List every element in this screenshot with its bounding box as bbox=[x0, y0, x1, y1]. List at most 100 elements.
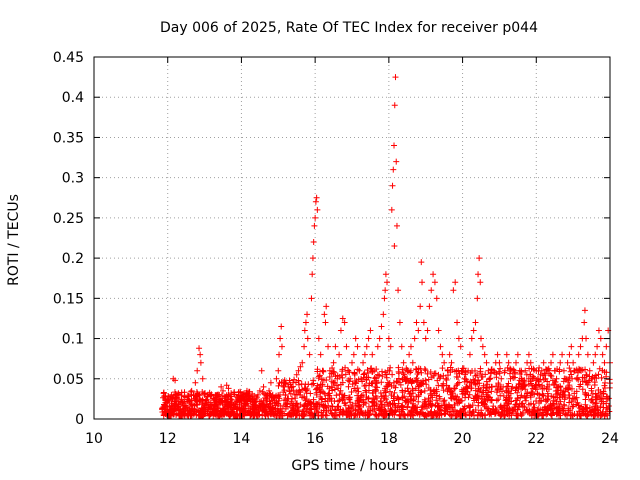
data-point bbox=[448, 388, 455, 395]
data-point bbox=[215, 393, 222, 400]
data-point bbox=[437, 343, 444, 350]
data-point bbox=[276, 395, 283, 402]
data-point bbox=[360, 399, 367, 406]
data-point bbox=[413, 393, 420, 400]
data-point bbox=[440, 382, 447, 389]
data-point bbox=[459, 367, 466, 374]
data-point bbox=[286, 387, 293, 394]
data-point bbox=[402, 375, 409, 382]
data-point bbox=[453, 382, 460, 389]
data-point bbox=[599, 351, 606, 358]
data-point bbox=[175, 410, 182, 417]
data-point bbox=[372, 386, 379, 393]
data-point bbox=[469, 402, 476, 409]
data-point bbox=[369, 390, 376, 397]
data-point bbox=[265, 412, 272, 419]
data-point bbox=[342, 364, 349, 371]
data-point bbox=[251, 399, 258, 406]
data-point bbox=[244, 397, 251, 404]
data-point bbox=[189, 411, 196, 418]
data-point bbox=[379, 404, 386, 411]
data-point bbox=[301, 327, 308, 334]
data-point bbox=[357, 397, 364, 404]
data-point bbox=[362, 412, 369, 419]
data-point bbox=[392, 404, 399, 411]
data-point bbox=[200, 412, 207, 419]
data-point bbox=[462, 371, 469, 378]
data-point bbox=[409, 387, 416, 394]
data-point bbox=[534, 407, 541, 414]
data-point bbox=[238, 399, 245, 406]
data-point bbox=[444, 409, 451, 416]
data-point bbox=[373, 412, 380, 419]
data-point bbox=[465, 367, 472, 374]
data-point bbox=[451, 368, 458, 375]
data-point bbox=[486, 394, 493, 401]
data-point bbox=[309, 255, 316, 262]
x-tick-label: 18 bbox=[380, 431, 398, 447]
data-point bbox=[395, 287, 402, 294]
data-point bbox=[242, 401, 249, 408]
data-point bbox=[513, 359, 520, 366]
data-point bbox=[450, 287, 457, 294]
data-point bbox=[217, 396, 224, 403]
data-point bbox=[521, 382, 528, 389]
data-point bbox=[382, 287, 389, 294]
data-point bbox=[432, 409, 439, 416]
data-point bbox=[404, 403, 411, 410]
data-point bbox=[336, 397, 343, 404]
data-point bbox=[314, 401, 321, 408]
data-point bbox=[482, 412, 489, 419]
data-point bbox=[481, 351, 488, 358]
data-point bbox=[472, 387, 479, 394]
data-point bbox=[531, 383, 538, 390]
data-point bbox=[314, 368, 321, 375]
data-point bbox=[196, 345, 203, 352]
data-point bbox=[461, 375, 468, 382]
data-point bbox=[201, 391, 208, 398]
data-point bbox=[296, 387, 303, 394]
data-point bbox=[171, 389, 178, 396]
data-point bbox=[579, 408, 586, 415]
data-point bbox=[592, 400, 599, 407]
data-point bbox=[260, 383, 267, 390]
data-point bbox=[401, 393, 408, 400]
data-point bbox=[592, 351, 599, 358]
data-point bbox=[538, 367, 545, 374]
data-point bbox=[159, 406, 166, 413]
data-point bbox=[569, 403, 576, 410]
data-point bbox=[322, 319, 329, 326]
data-point bbox=[468, 335, 475, 342]
data-point bbox=[262, 391, 269, 398]
data-point bbox=[319, 367, 326, 374]
data-point bbox=[526, 410, 533, 417]
x-tick-label: 16 bbox=[306, 431, 324, 447]
data-point bbox=[507, 365, 514, 372]
data-point bbox=[582, 396, 589, 403]
data-point bbox=[540, 409, 547, 416]
data-point bbox=[391, 397, 398, 404]
data-point bbox=[284, 403, 291, 410]
data-point bbox=[487, 375, 494, 382]
data-point bbox=[227, 404, 234, 411]
data-point bbox=[463, 411, 470, 418]
data-point bbox=[533, 367, 540, 374]
data-point bbox=[584, 351, 591, 358]
data-point bbox=[427, 400, 434, 407]
data-point bbox=[204, 393, 211, 400]
data-point bbox=[424, 370, 431, 377]
data-point bbox=[264, 395, 271, 402]
data-point bbox=[446, 351, 453, 358]
data-point bbox=[568, 398, 575, 405]
data-point bbox=[477, 368, 484, 375]
data-point bbox=[306, 351, 313, 358]
data-point bbox=[399, 404, 406, 411]
data-point bbox=[289, 402, 296, 409]
data-point bbox=[391, 243, 398, 250]
data-point bbox=[227, 395, 234, 402]
data-point bbox=[479, 396, 486, 403]
data-point bbox=[455, 335, 462, 342]
data-point bbox=[490, 403, 497, 410]
data-point bbox=[320, 368, 327, 375]
data-point bbox=[509, 383, 516, 390]
